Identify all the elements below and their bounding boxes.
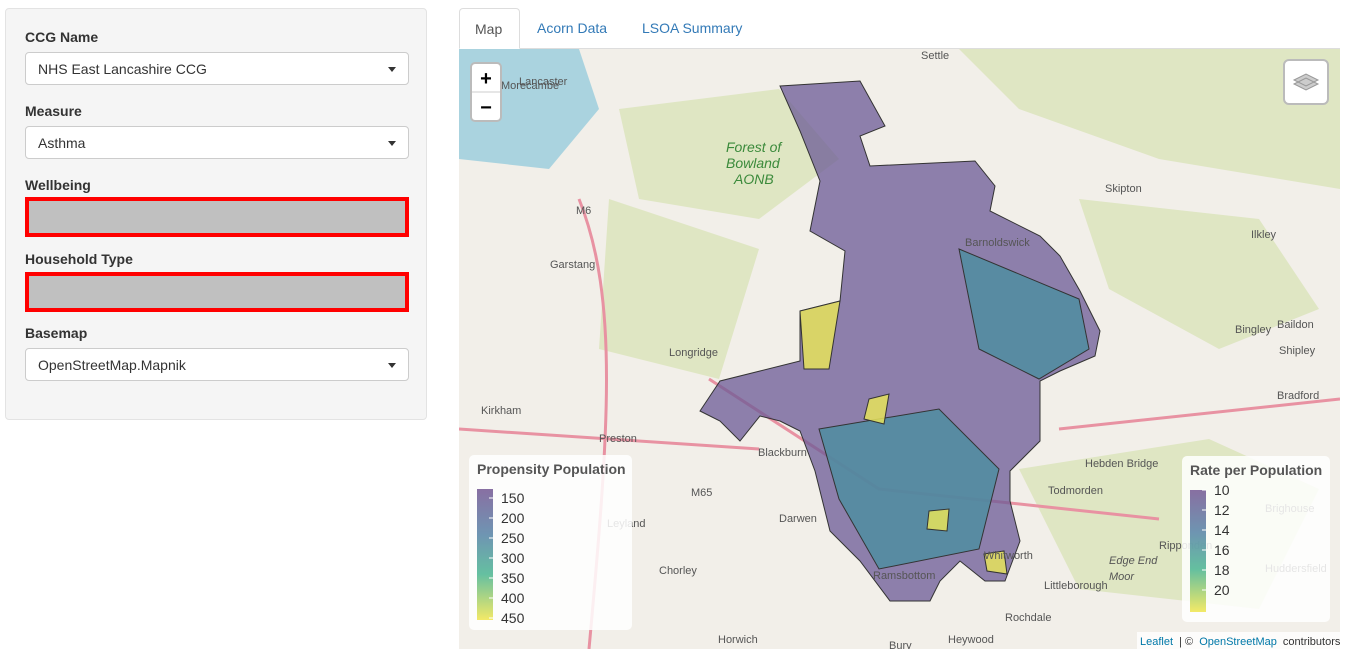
legend-tick-label: 450 [501, 610, 525, 626]
place-label: Ilkley [1251, 229, 1277, 241]
place-label: Littleborough [1044, 580, 1108, 592]
legend-colorbar [477, 489, 493, 620]
zoom-in[interactable]: + [480, 68, 492, 90]
field-label: Measure [25, 103, 82, 119]
attribution-sep: | © [1179, 636, 1193, 648]
green-area [599, 49, 1340, 609]
place-label: Chorley [659, 565, 697, 577]
legend-tick-label: 400 [501, 590, 525, 606]
place-label: Skipton [1105, 183, 1142, 195]
place-label: Forest of [726, 139, 783, 155]
field-label: Wellbeing [25, 177, 91, 193]
place-label: Hebden Bridge [1085, 458, 1158, 470]
layers-icon [1292, 73, 1320, 91]
lsoa-high [799, 300, 1008, 575]
place-label: Edge End [1109, 555, 1158, 567]
legend-tick-label: 20 [1214, 582, 1230, 598]
attribution: Leaflet | © OpenStreetMap contributors [1140, 636, 1340, 648]
legend-tick-label: 150 [501, 490, 525, 506]
zoom-out[interactable]: − [480, 97, 492, 119]
place-label: Bradford [1277, 390, 1319, 402]
attribution-text: contributors [1283, 636, 1340, 648]
place-label: Shipley [1279, 345, 1316, 357]
place-label: Heywood [948, 634, 994, 646]
osm-link[interactable]: OpenStreetMap [1199, 636, 1277, 648]
legend-tick-label: 350 [501, 570, 525, 586]
legend-tick-label: 10 [1214, 482, 1230, 498]
legend-colorbar [1190, 490, 1206, 612]
field-label: Basemap [25, 325, 88, 341]
tab[interactable]: Map [459, 8, 520, 49]
ccg-region [699, 80, 1101, 602]
leaflet-link[interactable]: Leaflet [1140, 636, 1173, 648]
place-label: Kirkham [481, 405, 521, 417]
place-label: Whitworth [984, 550, 1033, 562]
legend-tick-label: 14 [1214, 522, 1230, 538]
legend-tick-label: 200 [501, 510, 525, 526]
place-label: AONB [733, 171, 774, 187]
place-label: Bowland [726, 155, 781, 171]
place-label: Horwich [718, 634, 758, 646]
field-label: CCG Name [25, 29, 99, 45]
place-label: Bingley [1235, 324, 1272, 336]
legend-title: Rate per Population [1190, 462, 1322, 478]
place-label: M65 [691, 487, 712, 499]
place-label: Baildon [1277, 319, 1314, 331]
place-label: M6 [576, 205, 591, 217]
place-label: Barnoldswick [965, 237, 1030, 249]
select[interactable]: Asthma [25, 126, 409, 159]
legend-tick-label: 16 [1214, 542, 1230, 558]
place-label: Preston [599, 433, 637, 445]
tab[interactable]: LSOA Summary [642, 20, 743, 36]
tab-rule [459, 48, 1340, 49]
place-label: Garstang [550, 259, 595, 271]
redacted-input[interactable] [25, 197, 409, 237]
place-label: Blackburn [758, 447, 807, 459]
place-label: Bury [889, 640, 912, 649]
field-label: Household Type [25, 251, 133, 267]
place-label: Longridge [669, 347, 718, 359]
place-label: Moor [1109, 571, 1135, 583]
legend-tick-label: 250 [501, 530, 525, 546]
place-label: Settle [921, 50, 949, 62]
legend-box [1182, 456, 1330, 622]
place-label: Ramsbottom [873, 570, 935, 582]
legend-title: Propensity Population [477, 461, 626, 477]
redacted-input[interactable] [25, 272, 409, 312]
place-label: Morecambe [501, 80, 559, 92]
place-label: Darwen [779, 513, 817, 525]
attribution-bg [1137, 632, 1340, 649]
select[interactable]: OpenStreetMap.Mapnik [25, 348, 409, 381]
place-label: Rochdale [1005, 612, 1051, 624]
sidebar: CCG Name NHS East Lancashire CCG Measure… [5, 8, 427, 420]
place-label: Todmorden [1048, 485, 1103, 497]
lsoa [818, 248, 1090, 570]
legend-tick-label: 300 [501, 550, 525, 566]
place-label: Lancaster [519, 76, 568, 88]
legend-tick-label: 18 [1214, 562, 1230, 578]
tab[interactable]: Acorn Data [537, 20, 608, 36]
legend-tick-label: 12 [1214, 502, 1230, 518]
select[interactable]: NHS East Lancashire CCG [25, 52, 409, 85]
legend-box [469, 455, 632, 630]
